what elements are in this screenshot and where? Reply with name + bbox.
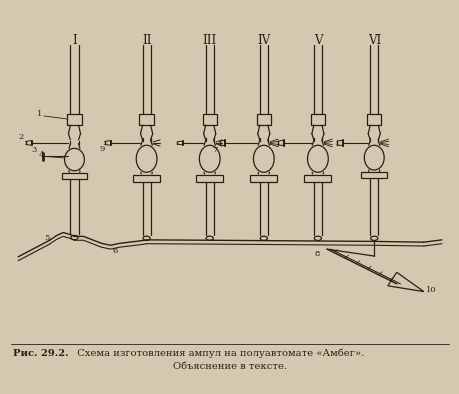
- Text: 1: 1: [37, 110, 42, 118]
- Text: IV: IV: [257, 34, 270, 47]
- Bar: [366, 114, 381, 125]
- Text: 5: 5: [44, 234, 50, 242]
- Text: VI: VI: [367, 34, 380, 47]
- Text: 2: 2: [19, 133, 24, 141]
- Text: V: V: [313, 34, 321, 47]
- Text: Рис. 29.2.: Рис. 29.2.: [13, 349, 68, 358]
- Text: III: III: [202, 34, 216, 47]
- Text: II: II: [141, 34, 151, 47]
- Bar: [67, 114, 82, 125]
- Bar: [250, 175, 277, 182]
- Text: 10: 10: [425, 286, 436, 294]
- Text: Схема изготовления ампул на полуавтомате «Амбег».: Схема изготовления ампул на полуавтомате…: [71, 349, 364, 358]
- Bar: [139, 114, 153, 125]
- Text: 3: 3: [31, 145, 37, 154]
- Text: 6: 6: [112, 247, 118, 255]
- Text: 7: 7: [212, 146, 218, 154]
- Bar: [360, 172, 386, 178]
- Bar: [133, 175, 160, 182]
- Text: 8: 8: [314, 250, 319, 258]
- Bar: [256, 114, 270, 125]
- Bar: [310, 114, 325, 125]
- Bar: [304, 175, 330, 182]
- Text: Объяснение в тексте.: Объяснение в тексте.: [173, 362, 286, 371]
- Text: 4: 4: [38, 151, 44, 159]
- Text: I: I: [72, 34, 77, 47]
- Bar: [62, 173, 87, 179]
- Bar: [196, 175, 223, 182]
- Bar: [202, 114, 217, 125]
- Text: 9: 9: [100, 145, 105, 153]
